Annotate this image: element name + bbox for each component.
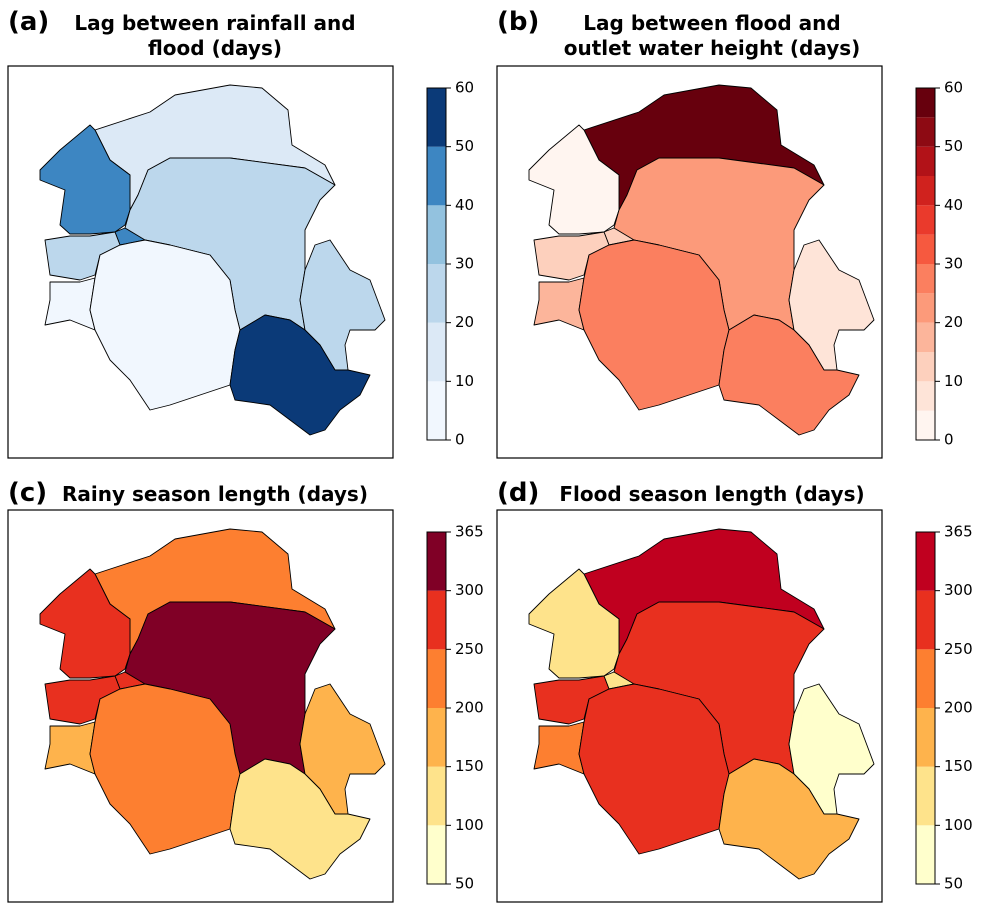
- region: [89, 239, 241, 411]
- panel-label: (a): [8, 7, 49, 37]
- colorbar-band: [916, 264, 935, 294]
- region: [528, 124, 620, 235]
- region: [39, 124, 131, 235]
- panel-title: outlet water height (days): [564, 36, 861, 60]
- colorbar-band: [427, 88, 446, 147]
- region: [229, 314, 371, 436]
- colorbar-tick-label: 40: [944, 196, 963, 214]
- region: [578, 683, 730, 855]
- region: [44, 721, 96, 775]
- panel-title: Lag between flood and: [583, 11, 840, 35]
- colorbar-tick-label: 30: [944, 255, 963, 273]
- colorbar-tick-label: 0: [455, 431, 465, 449]
- colorbar-band: [916, 532, 935, 591]
- map-frame: [496, 65, 883, 459]
- region: [229, 758, 371, 880]
- colorbar-tick-label: 365: [455, 523, 484, 541]
- colorbar-tick-label: 30: [455, 255, 474, 273]
- colorbar-tick-label: 50: [944, 137, 963, 155]
- colorbar-band: [427, 708, 446, 767]
- colorbar-band: [916, 234, 935, 264]
- panel-label: (c): [8, 478, 47, 508]
- colorbar-band: [916, 293, 935, 323]
- region: [528, 568, 620, 679]
- colorbar-tick-label: 100: [944, 816, 973, 834]
- colorbar-band: [916, 381, 935, 411]
- colorbar-tick-label: 200: [944, 699, 973, 717]
- colorbar-tick-label: 10: [944, 372, 963, 390]
- map: [39, 528, 386, 880]
- colorbar-band: [427, 205, 446, 264]
- region: [718, 758, 860, 880]
- panel-title: Flood season length (days): [559, 482, 864, 506]
- colorbar-band: [916, 590, 935, 650]
- region: [533, 277, 585, 331]
- colorbar-tick-label: 300: [455, 581, 484, 599]
- colorbar-tick-label: 150: [944, 757, 973, 775]
- map: [39, 84, 386, 436]
- colorbar-band: [427, 649, 446, 708]
- colorbar-band: [916, 766, 935, 826]
- colorbar-band: [916, 146, 935, 176]
- colorbar-band: [427, 825, 446, 884]
- colorbar-band: [916, 410, 935, 440]
- colorbar-band: [427, 322, 446, 382]
- colorbar-tick-label: 60: [455, 79, 474, 97]
- colorbar-tick-label: 365: [944, 523, 973, 541]
- region: [89, 683, 241, 855]
- colorbar-band: [427, 766, 446, 826]
- region: [39, 568, 131, 679]
- colorbar-band: [916, 117, 935, 147]
- colorbar-tick-label: 0: [944, 431, 954, 449]
- panel-title: flood (days): [148, 36, 282, 60]
- region: [578, 239, 730, 411]
- colorbar-band: [916, 352, 935, 382]
- map: [528, 528, 875, 880]
- colorbar-band: [916, 176, 935, 206]
- colorbar-tick-label: 50: [944, 875, 963, 893]
- colorbar-band: [427, 590, 446, 650]
- map-frame: [496, 509, 883, 903]
- colorbar-tick-label: 150: [455, 757, 484, 775]
- colorbar-tick-label: 50: [455, 137, 474, 155]
- colorbar-tick-label: 250: [455, 640, 484, 658]
- region: [718, 314, 860, 436]
- colorbar-band: [427, 532, 446, 591]
- panel-title: Rainy season length (days): [62, 482, 368, 506]
- colorbar-tick-label: 100: [455, 816, 484, 834]
- panel-title: Lag between rainfall and: [74, 11, 355, 35]
- colorbar-tick-label: 200: [455, 699, 484, 717]
- map-frame: [7, 65, 394, 459]
- map-frame: [7, 509, 394, 903]
- colorbar-band: [427, 264, 446, 323]
- panel-label: (d): [497, 478, 539, 508]
- colorbar-band: [916, 88, 935, 118]
- map: [528, 84, 875, 436]
- colorbar-tick-label: 250: [944, 640, 973, 658]
- colorbar-band: [916, 708, 935, 767]
- colorbar-tick-label: 20: [944, 313, 963, 331]
- colorbar-tick-label: 300: [944, 581, 973, 599]
- region: [533, 721, 585, 775]
- colorbar-tick-label: 10: [455, 372, 474, 390]
- colorbar-band: [427, 146, 446, 206]
- colorbar-band: [916, 649, 935, 708]
- colorbar-band: [916, 825, 935, 884]
- colorbar-tick-label: 60: [944, 79, 963, 97]
- colorbar-band: [916, 322, 935, 352]
- panel-label: (b): [497, 7, 539, 37]
- colorbar-band: [427, 381, 446, 440]
- colorbar-tick-label: 20: [455, 313, 474, 331]
- colorbar-tick-label: 50: [455, 875, 474, 893]
- region: [44, 277, 96, 331]
- colorbar-band: [916, 205, 935, 235]
- colorbar-tick-label: 40: [455, 196, 474, 214]
